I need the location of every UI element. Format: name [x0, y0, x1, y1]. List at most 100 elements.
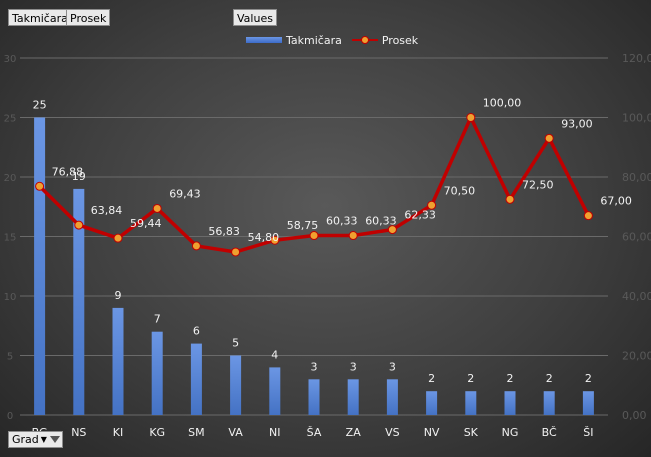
- x-tick-label: NS: [71, 426, 86, 439]
- line-point: [348, 231, 358, 241]
- field-button-takmicara[interactable]: Takmičara: [8, 9, 72, 26]
- bar: [308, 379, 320, 415]
- bar-data-label: 4: [271, 348, 278, 361]
- y-right-tick-label: 0,00: [622, 409, 647, 422]
- x-tick-label: NV: [424, 426, 440, 439]
- line-data-label: 59,44: [130, 217, 162, 230]
- bar-data-label: 2: [467, 372, 474, 385]
- chevron-down-icon: ▼: [40, 434, 47, 444]
- bar: [151, 331, 163, 415]
- line-data-label: 70,50: [444, 184, 476, 197]
- line-data-label: 56,83: [208, 225, 240, 238]
- bar: [504, 391, 516, 415]
- bar-data-label: 2: [507, 372, 514, 385]
- bar-data-label: 6: [193, 325, 200, 338]
- legend-item-line: Prosek: [351, 33, 419, 47]
- bar: [190, 343, 202, 415]
- x-tick-label: NG: [502, 426, 519, 439]
- field-button-grad[interactable]: Grad ▼: [8, 431, 63, 448]
- bar-data-label: 2: [428, 372, 435, 385]
- bar: [543, 391, 555, 415]
- x-tick-label: SK: [464, 426, 479, 439]
- legend-label-bars: Takmičara: [286, 33, 342, 47]
- bar: [582, 391, 594, 415]
- bar: [347, 379, 359, 415]
- y-left-tick-label: 30: [4, 54, 17, 65]
- y-left-tick-label: 5: [7, 352, 13, 363]
- line-data-label: 76,88: [52, 165, 84, 178]
- bar-data-label: 25: [33, 99, 47, 112]
- y-right-tick-label: 100,00: [622, 112, 651, 125]
- line-point: [113, 233, 123, 243]
- line-data-label: 60,33: [326, 215, 358, 228]
- line-point: [270, 235, 280, 245]
- line-point: [309, 231, 319, 241]
- x-tick-label: KI: [113, 426, 123, 439]
- x-tick-label: SM: [188, 426, 204, 439]
- line-point: [191, 241, 201, 251]
- x-tick-label: ŠA: [307, 426, 322, 439]
- filter-icon: [49, 436, 60, 443]
- bar: [269, 367, 281, 415]
- line-point: [466, 113, 476, 122]
- line-data-label: 72,50: [522, 178, 554, 191]
- line-point: [387, 225, 397, 235]
- line-data-label: 54,80: [248, 231, 280, 244]
- bar-data-label: 5: [232, 337, 239, 350]
- line-data-label: 100,00: [483, 97, 522, 110]
- line-data-label: 60,33: [365, 215, 397, 228]
- line-data-label: 67,00: [600, 195, 632, 208]
- bar-data-label: 3: [389, 360, 396, 373]
- bar-data-label: 2: [585, 372, 592, 385]
- line-point: [583, 211, 593, 221]
- bar: [73, 188, 85, 415]
- bar-data-label: 7: [154, 313, 161, 326]
- x-tick-label: ŠI: [583, 426, 593, 439]
- bar-data-label: 9: [115, 289, 122, 302]
- line-point: [74, 220, 84, 230]
- y-left-tick-label: 15: [4, 233, 17, 244]
- y-right-tick-label: 120,00: [622, 52, 651, 65]
- y-right-tick-label: 80,00: [622, 171, 651, 184]
- line-point: [231, 247, 241, 257]
- bar-data-label: 3: [350, 360, 357, 373]
- line-data-label: 62,33: [404, 209, 436, 222]
- x-tick-label: VA: [228, 426, 243, 439]
- line-point: [152, 203, 162, 213]
- legend-label-line: Prosek: [381, 33, 419, 47]
- line-point: [35, 181, 45, 191]
- bar: [230, 355, 242, 415]
- chart-legend: Takmičara Prosek: [246, 32, 418, 48]
- line-data-label: 63,84: [91, 204, 123, 217]
- bar-data-label: 3: [311, 360, 318, 373]
- bar: [465, 391, 477, 415]
- bar: [34, 117, 46, 415]
- x-tick-label: VS: [385, 426, 400, 439]
- y-left-tick-label: 10: [4, 292, 17, 303]
- y-left-tick-label: 20: [4, 173, 17, 184]
- y-left-tick-label: 0: [7, 411, 13, 422]
- bar-data-label: 2: [546, 372, 553, 385]
- bar: [386, 379, 398, 415]
- y-right-tick-label: 20,00: [622, 350, 651, 363]
- line-data-label: 93,00: [561, 117, 593, 130]
- y-right-tick-label: 60,00: [622, 231, 651, 244]
- bar-data-label: 19: [72, 170, 86, 183]
- x-tick-label: BČ: [542, 426, 557, 439]
- line-data-label: 69,43: [169, 187, 201, 200]
- y-right-tick-label: 40,00: [622, 290, 651, 303]
- field-button-values[interactable]: Values: [233, 9, 277, 26]
- line-point: [544, 133, 554, 143]
- grad-label: Grad: [12, 433, 39, 446]
- legend-bar-swatch: [246, 37, 282, 43]
- y-left-tick-label: 25: [4, 114, 17, 125]
- x-tick-label: NI: [269, 426, 280, 439]
- line-point: [505, 194, 515, 204]
- line-data-label: 58,75: [287, 219, 319, 232]
- x-tick-label: KG: [149, 426, 165, 439]
- legend-line-swatch: [351, 36, 378, 44]
- field-button-prosek[interactable]: Prosek: [66, 9, 111, 26]
- line-point: [427, 200, 437, 210]
